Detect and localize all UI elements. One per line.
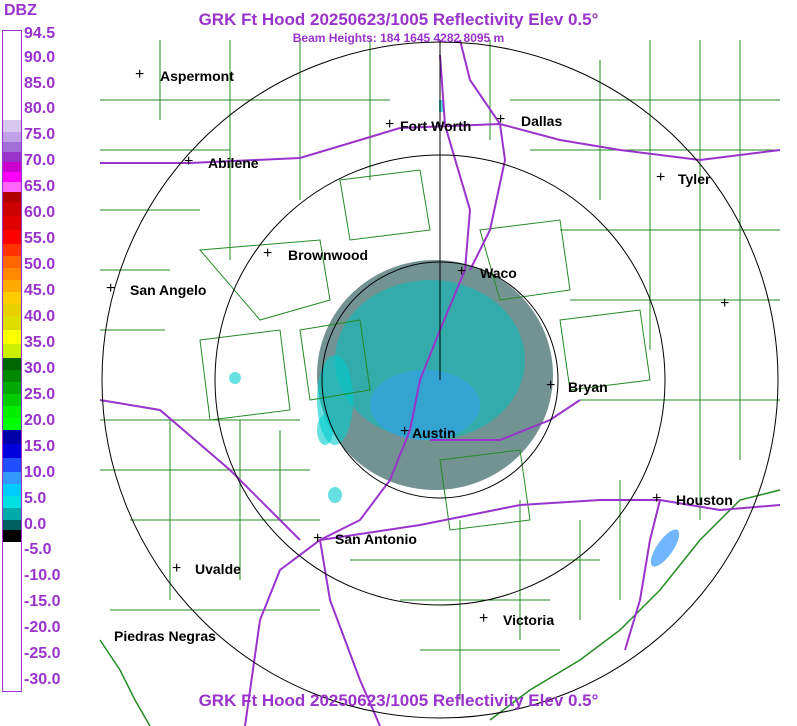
legend-label: 94.5 xyxy=(24,25,56,42)
city-marker-icon: + xyxy=(546,377,556,394)
legend-label: -25.0 xyxy=(24,645,61,662)
city-marker-icon: + xyxy=(656,169,666,186)
city-label-tyler: Tyler xyxy=(678,171,711,187)
legend-label: 85.0 xyxy=(24,75,56,92)
city-label-abilene: Abilene xyxy=(208,155,259,171)
radar-title-bottom: GRK Ft Hood 20250623/1005 Reflectivity E… xyxy=(198,691,599,710)
city-label-victoria: Victoria xyxy=(503,612,555,628)
legend-label: 45.0 xyxy=(24,282,56,299)
legend-label: 40.0 xyxy=(24,308,56,325)
city-marker-icon: + xyxy=(313,530,323,547)
legend-label: 50.0 xyxy=(24,256,56,273)
beam-heights: Beam Heights: 184 1645 4282 8095 m xyxy=(292,31,505,45)
legend-color-bar xyxy=(3,31,21,690)
legend-unit-label: DBZ xyxy=(4,2,37,19)
legend-label: 5.0 xyxy=(24,490,47,507)
city-label-san-angelo: San Angelo xyxy=(130,282,207,298)
legend-label: 60.0 xyxy=(24,204,56,221)
city-label-waco: Waco xyxy=(480,265,517,281)
legend-label: 75.0 xyxy=(24,126,56,143)
city-marker-icon: + xyxy=(106,280,116,297)
legend-label: -30.0 xyxy=(24,671,61,688)
city-marker-icon: + xyxy=(457,263,467,280)
legend-frame xyxy=(2,30,22,692)
city-marker-icon: + xyxy=(263,245,273,262)
legend-label: 55.0 xyxy=(24,230,56,247)
legend-label: -5.0 xyxy=(24,541,52,558)
highways xyxy=(99,39,781,726)
city-label-san-antonio: San Antonio xyxy=(335,531,417,547)
city-marker-icon: + xyxy=(184,153,194,170)
city-marker-icon: + xyxy=(652,490,662,507)
legend-label: 90.0 xyxy=(24,49,56,66)
city-label-aspermont: Aspermont xyxy=(160,68,234,84)
county-lines xyxy=(99,40,781,726)
city-label-austin: Austin xyxy=(412,425,456,441)
legend-label: -10.0 xyxy=(24,567,61,584)
radar-echoes xyxy=(229,100,680,567)
city-label-bryan: Bryan xyxy=(568,379,608,395)
range-rings xyxy=(101,40,779,719)
legend-label: 35.0 xyxy=(24,334,56,351)
city-marker-icon: + xyxy=(400,423,410,440)
city-marker-icon: + xyxy=(479,610,489,627)
city-marker-icon: + xyxy=(135,66,145,83)
city-label-uvalde: Uvalde xyxy=(195,561,241,577)
legend-label: 25.0 xyxy=(24,386,56,403)
radar-title: GRK Ft Hood 20250623/1005 Reflectivity E… xyxy=(198,10,599,29)
city-label-fort-worth: Fort Worth xyxy=(400,118,472,134)
legend-label: 80.0 xyxy=(24,100,56,117)
city-label-piedras-negras: Piedras Negras xyxy=(114,628,216,644)
legend-label: 0.0 xyxy=(24,516,47,533)
legend-label: 65.0 xyxy=(24,178,56,195)
legend-label: 20.0 xyxy=(24,412,56,429)
city-marker-icon: + xyxy=(496,111,506,128)
city-label-houston: Houston xyxy=(676,492,733,508)
legend-label: -15.0 xyxy=(24,593,61,610)
legend-label: 70.0 xyxy=(24,152,56,169)
city-marker-icon: + xyxy=(172,560,182,577)
legend-label: 30.0 xyxy=(24,360,56,377)
legend-label: -20.0 xyxy=(24,619,61,636)
city-marker-icon: + xyxy=(385,116,395,133)
legend-label: 10.0 xyxy=(24,464,56,481)
city-label-brownwood: Brownwood xyxy=(288,247,369,263)
legend-label: 15.0 xyxy=(24,438,56,455)
city-marker-icon: + xyxy=(720,295,730,312)
city-label-dallas: Dallas xyxy=(521,113,563,129)
